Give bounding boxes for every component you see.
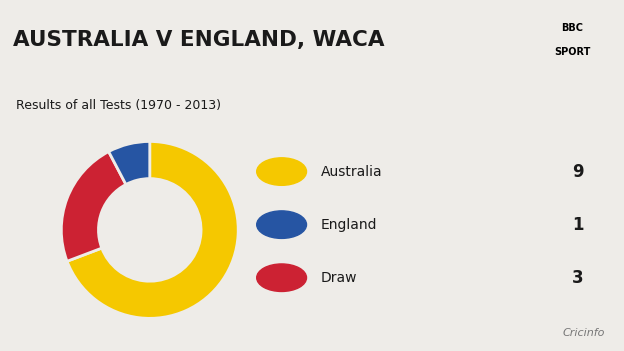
Text: England: England [321, 218, 378, 232]
Wedge shape [109, 141, 150, 185]
Circle shape [256, 158, 306, 185]
Circle shape [256, 264, 306, 291]
Wedge shape [67, 141, 238, 318]
Text: AUSTRALIA V ENGLAND, WACA: AUSTRALIA V ENGLAND, WACA [13, 31, 384, 50]
Text: Australia: Australia [321, 165, 383, 179]
Circle shape [256, 211, 306, 238]
Text: 1: 1 [572, 216, 584, 234]
Text: BBC: BBC [562, 23, 583, 33]
Text: Cricinfo: Cricinfo [563, 329, 605, 338]
Wedge shape [61, 152, 126, 261]
Text: Draw: Draw [321, 271, 357, 285]
Text: SPORT: SPORT [554, 47, 591, 58]
Text: 3: 3 [572, 269, 584, 287]
Text: Results of all Tests (1970 - 2013): Results of all Tests (1970 - 2013) [16, 99, 221, 112]
Text: 9: 9 [572, 163, 584, 180]
